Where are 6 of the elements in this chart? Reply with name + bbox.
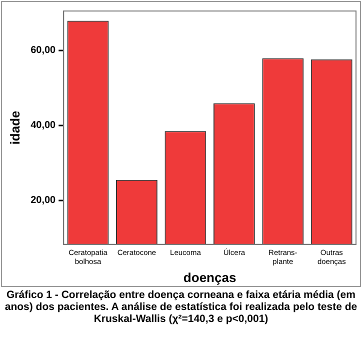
y-tick-label: 40,00: [30, 120, 56, 132]
y-axis-title: idade: [7, 110, 22, 145]
x-axis-title: doenças: [183, 270, 236, 285]
y-tick-label: 60,00: [30, 45, 56, 56]
y-tick-label: 20,00: [30, 195, 56, 206]
text: Gráfico 1 - Correlação entre doença corneana e faixa etária média (em anos) dos pacientes. A análise de estatística foi realizada pelo teste de Kruskal-Wallis (χ²=140,3 e p<0,001): [4, 289, 358, 325]
